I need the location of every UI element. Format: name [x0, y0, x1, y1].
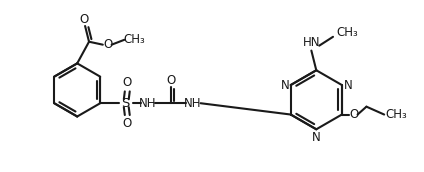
Text: O: O — [122, 76, 131, 89]
Text: CH₃: CH₃ — [385, 108, 407, 121]
Text: CH₃: CH₃ — [336, 26, 358, 39]
Text: N: N — [343, 78, 352, 92]
Text: O: O — [167, 74, 176, 87]
Text: CH₃: CH₃ — [123, 33, 145, 46]
Text: NH: NH — [139, 97, 156, 110]
Text: O: O — [349, 108, 358, 121]
Text: HN: HN — [303, 36, 320, 49]
Text: S: S — [122, 97, 130, 110]
Text: NH: NH — [184, 97, 201, 110]
Text: O: O — [122, 117, 131, 130]
Text: O: O — [103, 38, 112, 51]
Text: O: O — [79, 13, 89, 26]
Text: N: N — [312, 131, 321, 144]
Text: N: N — [280, 78, 289, 92]
